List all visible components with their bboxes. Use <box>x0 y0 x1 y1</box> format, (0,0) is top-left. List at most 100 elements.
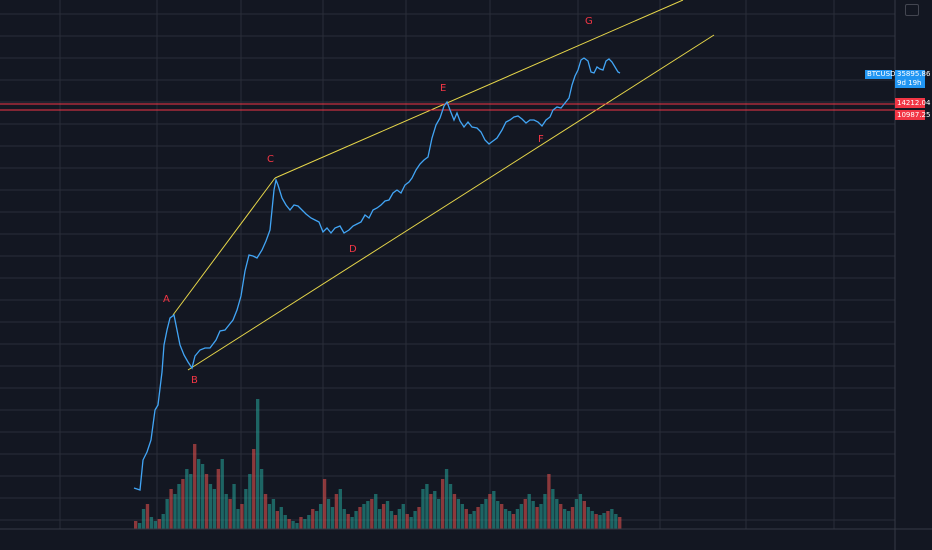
channel-upper-line <box>172 177 276 316</box>
volume-bar <box>275 511 280 529</box>
volume-bar <box>610 509 614 529</box>
volume-bar <box>181 479 185 529</box>
volume-bar <box>173 494 177 529</box>
volume-bar <box>366 501 370 529</box>
wave-label-d: D <box>349 244 357 255</box>
volume-bar <box>259 469 264 529</box>
volume-bar <box>322 479 327 529</box>
volume-bar <box>134 521 138 529</box>
volume-bar <box>543 494 547 529</box>
volume-bar <box>212 489 217 529</box>
volume-bar <box>582 501 586 529</box>
current-price-value: 35895.86 <box>897 70 931 78</box>
volume-bar <box>444 469 449 529</box>
volume-bar <box>551 489 555 529</box>
chart-grid <box>0 0 895 529</box>
volume-bar <box>145 504 150 529</box>
volume-bar <box>346 514 350 529</box>
volume-bar <box>342 509 346 529</box>
volume-bar <box>334 494 339 529</box>
countdown-value: 9d 19h <box>897 79 922 87</box>
volume-bar <box>401 504 405 529</box>
channel-upper-line-2 <box>274 0 684 179</box>
volume-bar <box>338 489 342 529</box>
volume-bar <box>523 499 527 529</box>
volume-bar <box>559 504 563 529</box>
volume-bar <box>464 509 468 529</box>
volume-bar <box>362 504 366 529</box>
volume-bar <box>248 474 252 529</box>
volume-bar <box>299 517 303 529</box>
volume-bar <box>507 511 512 529</box>
volume-bar <box>539 504 543 529</box>
volume-bar <box>472 511 476 529</box>
volume-bar <box>606 511 610 529</box>
volume-bar <box>500 504 504 529</box>
volume-bar <box>315 511 319 529</box>
volume-bar <box>381 504 386 529</box>
volume-bar <box>555 499 559 529</box>
wave-label-e: E <box>440 83 446 94</box>
volume-bar <box>283 515 287 529</box>
volume-bar <box>519 504 524 529</box>
volume-bar <box>137 523 142 529</box>
volume-bar <box>586 507 590 529</box>
volume-bar <box>185 469 189 529</box>
price-line <box>133 57 621 491</box>
volume-bar <box>468 514 472 529</box>
volume-bar <box>311 509 315 529</box>
volume-bar <box>614 514 618 529</box>
volume-bar <box>256 399 260 529</box>
level-tag-1: 14212.04 <box>895 98 931 108</box>
volume-bar <box>244 489 248 529</box>
volume-bar <box>220 459 224 529</box>
volume-bar <box>330 507 335 529</box>
volume-bar <box>437 499 441 529</box>
volume-bar <box>378 509 382 529</box>
volume-bar <box>374 494 378 529</box>
volume-bar <box>535 507 539 529</box>
wave-label-c: C <box>267 154 274 165</box>
volume-bar <box>452 494 457 529</box>
volume-bar <box>531 501 535 529</box>
volume-bar <box>358 507 362 529</box>
volume-bar <box>169 489 173 529</box>
volume-bar <box>161 514 165 529</box>
volume-bar <box>157 519 161 529</box>
symbol-tag: BTCUSD <box>865 70 896 79</box>
volume-bar <box>370 499 374 529</box>
volume-bar <box>547 474 551 529</box>
volume-bar <box>488 494 492 529</box>
volume-bar <box>291 521 295 529</box>
volume-bar <box>165 499 169 529</box>
volume-bar <box>216 469 220 529</box>
volume-bar <box>456 499 461 529</box>
volume-bar <box>318 504 323 529</box>
settings-icon[interactable] <box>905 4 919 16</box>
volume-bar <box>562 509 567 529</box>
volume-bar <box>350 517 354 529</box>
volume-bar <box>153 521 158 529</box>
volume-bar <box>263 494 268 529</box>
volume-bar <box>397 509 402 529</box>
volume-bar <box>566 511 571 529</box>
volume-bar <box>287 519 291 529</box>
volume-bar <box>193 444 197 529</box>
volume-bar <box>425 484 429 529</box>
volume-bar <box>590 511 594 529</box>
volume-bar <box>204 474 209 529</box>
volume-bar <box>618 517 622 529</box>
volume-bar <box>267 504 272 529</box>
volume-bar <box>189 474 193 529</box>
volume-bar <box>228 499 232 529</box>
wave-label-f: F <box>538 134 544 145</box>
volume-bar <box>405 514 409 529</box>
volume-bar <box>578 494 583 529</box>
volume-bar <box>177 484 181 529</box>
volume-bar <box>393 515 398 529</box>
volume-bars <box>134 399 622 529</box>
volume-bar <box>496 501 500 529</box>
level-tag-2: 10987.25 <box>895 110 931 120</box>
volume-bar <box>492 491 496 529</box>
